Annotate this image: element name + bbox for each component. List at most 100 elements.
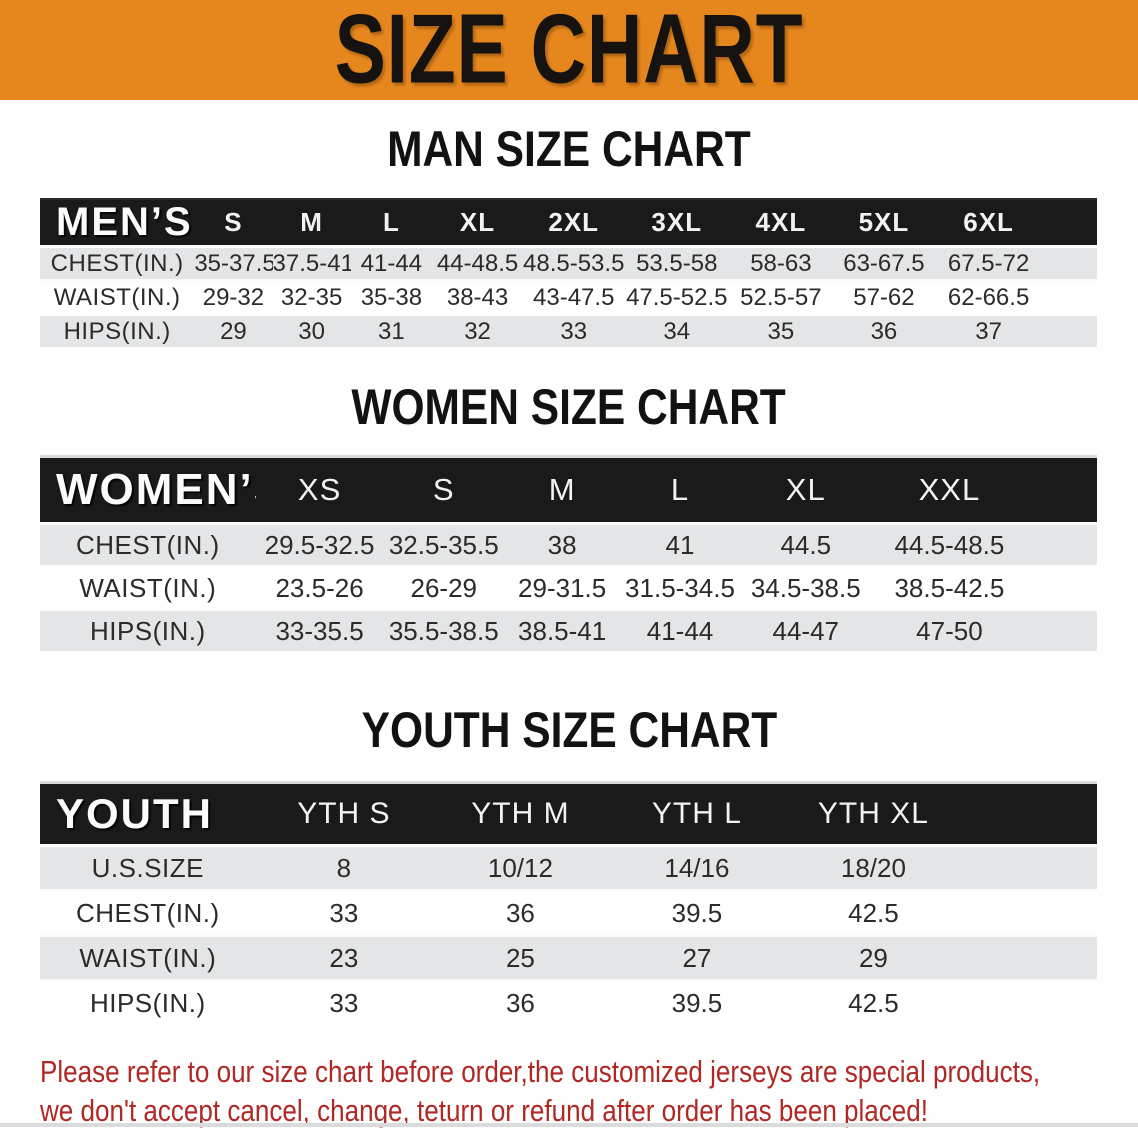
filler-cell (961, 844, 1097, 891)
size-cell: 36 (832, 313, 936, 347)
men-col-header-2xl: 2XL (548, 207, 600, 237)
size-cell: 67.5-72 (935, 245, 1097, 281)
row-label: CHEST(IN.) (40, 245, 195, 281)
size-cell: 48.5-53.5 (522, 245, 625, 281)
row-label: WAIST(IN.) (40, 934, 256, 981)
bottom-divider (0, 1123, 1138, 1127)
size-cell: 57-62 (832, 279, 936, 315)
size-cell: 32 (432, 313, 523, 347)
size-cell: 29-31.5 (504, 565, 621, 610)
youth-size-table: YOUTH YTH S YTH M YTH L YTH XL U.S.SIZE … (40, 781, 1097, 1024)
men-col-header-m: M (300, 207, 323, 237)
women-col-header-l: L (670, 472, 690, 507)
size-cell: 25 (432, 934, 609, 981)
men-section-heading: MAN SIZE CHART (387, 121, 751, 177)
size-cell: 26-29 (383, 565, 504, 610)
size-cell: 44.5-48.5 (871, 522, 1097, 567)
youth-col-header-xl: YTH XL (817, 797, 929, 830)
size-cell: 29 (194, 313, 273, 347)
youth-col-header-l: YTH L (651, 797, 742, 830)
filler-cell (961, 979, 1097, 1024)
size-cell: 31 (350, 313, 433, 347)
size-chart-banner: SIZE CHART (0, 0, 1138, 100)
youth-header-row: YOUTH YTH S YTH M YTH L YTH XL (40, 782, 1097, 846)
table-row: HIPS(IN.) 29 30 31 32 33 34 35 36 37 (40, 313, 1097, 347)
women-size-table: WOMEN’S XS S M L XL XXL CHEST(IN.) 29.5-… (40, 455, 1097, 651)
disclaimer-note: Please refer to our size chart before or… (40, 1052, 1138, 1130)
size-cell: 43-47.5 (522, 279, 625, 315)
size-cell: 36 (432, 889, 609, 936)
disclaimer-line-1: Please refer to our size chart before or… (40, 1054, 1041, 1089)
size-cell: 44.5 (739, 522, 872, 567)
size-cell: 42.5 (785, 889, 962, 936)
size-cell: 62-66.5 (935, 279, 1097, 315)
size-cell: 29 (785, 934, 962, 981)
size-cell: 35-37.5 (194, 245, 273, 281)
women-col-header-xxl: XXL (918, 472, 981, 507)
women-corner-label: WOMEN’S (56, 465, 256, 514)
size-cell: 37.5-41 (272, 245, 351, 281)
size-cell: 27 (608, 934, 786, 981)
women-col-header-xs: XS (297, 472, 342, 507)
size-cell: 32.5-35.5 (383, 522, 504, 567)
size-cell: 35 (729, 313, 833, 347)
size-cell: 18/20 (785, 844, 962, 891)
table-row: WAIST(IN.) 29-32 32-35 35-38 38-43 43-47… (40, 279, 1097, 315)
size-cell: 33 (255, 889, 433, 936)
size-cell: 39.5 (608, 889, 786, 936)
size-cell: 32-35 (272, 279, 351, 315)
table-row: CHEST(IN.) 35-37.5 37.5-41 41-44 44-48.5… (40, 245, 1097, 281)
size-cell: 34.5-38.5 (739, 565, 872, 610)
size-cell: 37 (935, 313, 1097, 347)
row-label: CHEST(IN.) (40, 522, 256, 567)
filler-cell (962, 783, 1097, 846)
size-cell: 47-50 (871, 608, 1097, 651)
women-col-header-m: M (548, 472, 576, 507)
size-cell: 29-32 (194, 279, 273, 315)
table-row: HIPS(IN.) 33-35.5 35.5-38.5 38.5-41 41-4… (40, 608, 1097, 651)
size-cell: 33-35.5 (255, 608, 384, 651)
men-col-header-xl: XL (459, 207, 496, 237)
size-cell: 33 (255, 979, 433, 1024)
size-cell: 36 (432, 979, 609, 1024)
men-col-header-s: S (224, 207, 243, 237)
row-label: HIPS(IN.) (40, 608, 256, 651)
size-cell: 42.5 (785, 979, 962, 1024)
youth-section-heading: YOUTH SIZE CHART (361, 702, 777, 758)
size-cell: 34 (624, 313, 730, 347)
size-cell: 38 (504, 522, 621, 567)
youth-col-header-m: YTH M (471, 797, 570, 830)
size-cell: 44-48.5 (432, 245, 523, 281)
youth-corner-label: YOUTH (56, 790, 213, 837)
size-cell: 29.5-32.5 (255, 522, 384, 567)
size-cell: 31.5-34.5 (620, 565, 740, 610)
size-cell: 39.5 (608, 979, 786, 1024)
table-row: HIPS(IN.) 33 36 39.5 42.5 (40, 979, 1097, 1024)
size-cell: 30 (272, 313, 351, 347)
size-cell: 23 (255, 934, 433, 981)
table-row: CHEST(IN.) 29.5-32.5 32.5-35.5 38 41 44.… (40, 522, 1097, 567)
women-section-heading: WOMEN SIZE CHART (351, 379, 787, 435)
size-cell: 38.5-42.5 (871, 565, 1097, 610)
filler-cell (961, 934, 1097, 981)
filler-cell (961, 889, 1097, 936)
size-cell: 53.5-58 (624, 245, 730, 281)
disclaimer-line-2: we don't accept cancel, change, teturn o… (40, 1093, 929, 1128)
size-cell: 14/16 (608, 844, 786, 891)
size-cell: 44-47 (739, 608, 872, 651)
row-label: WAIST(IN.) (40, 565, 256, 610)
size-cell: 38.5-41 (504, 608, 621, 651)
size-cell: 35.5-38.5 (383, 608, 504, 651)
table-row: CHEST(IN.) 33 36 39.5 42.5 (40, 889, 1097, 936)
men-size-table: MEN’S S M L XL 2XL 3XL 4XL 5XL 6XL CHEST… (40, 198, 1097, 347)
size-cell: 35-38 (350, 279, 433, 315)
women-col-header-xl: XL (785, 472, 826, 507)
men-col-header-3xl: 3XL (651, 207, 703, 237)
youth-col-header-s: YTH S (297, 797, 391, 830)
size-cell: 8 (255, 844, 433, 891)
men-corner-label: MEN’S (56, 200, 193, 244)
row-label: HIPS(IN.) (40, 979, 256, 1024)
row-label: HIPS(IN.) (40, 313, 195, 347)
size-cell: 41-44 (620, 608, 740, 651)
page-title: SIZE CHART (334, 0, 804, 100)
